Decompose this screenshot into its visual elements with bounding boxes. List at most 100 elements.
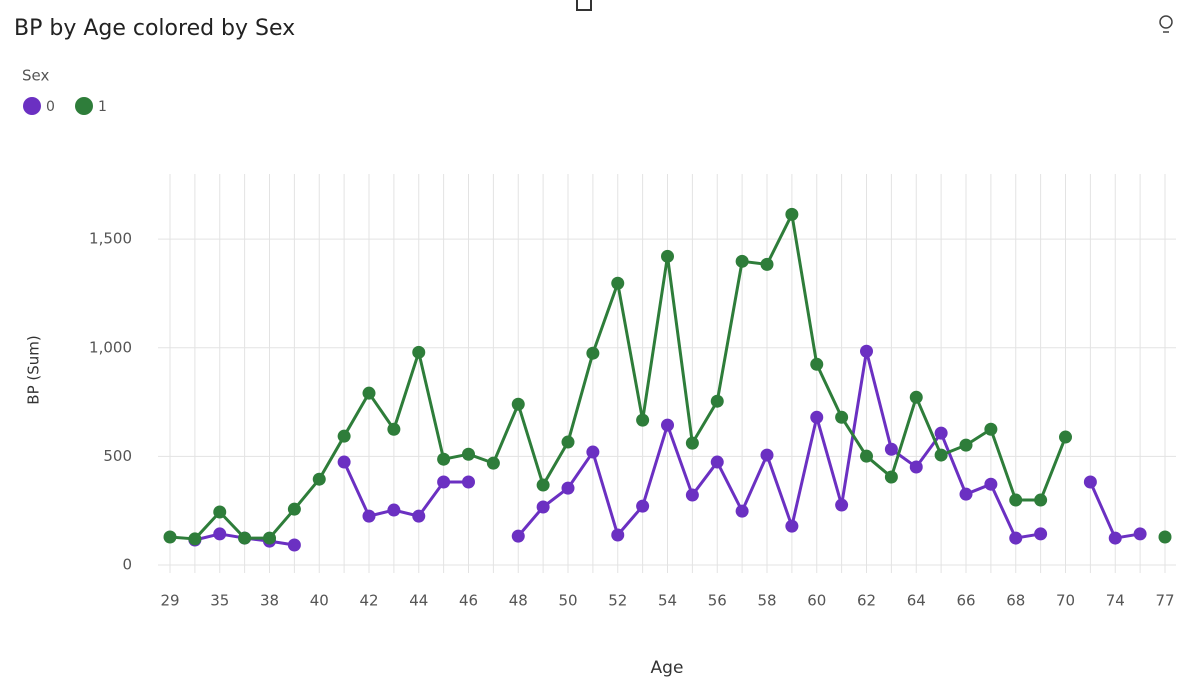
data-point	[337, 429, 351, 443]
data-point	[1009, 531, 1023, 545]
y-tick-label: 1,000	[89, 338, 132, 356]
data-point	[810, 357, 824, 371]
legend-label: 1	[98, 99, 107, 115]
data-point	[536, 500, 550, 514]
x-tick-label: 38	[260, 592, 279, 610]
data-point	[884, 442, 898, 456]
x-tick-label: 29	[160, 592, 179, 610]
data-point	[735, 504, 749, 518]
data-point	[387, 503, 401, 517]
data-point	[860, 344, 873, 358]
data-point	[213, 527, 227, 541]
data-point	[984, 422, 998, 436]
data-point	[511, 529, 525, 543]
x-tick-label: 62	[857, 592, 876, 610]
data-point	[685, 436, 699, 450]
data-point	[287, 502, 301, 516]
data-point	[188, 532, 202, 546]
y-tick-label: 0	[122, 556, 132, 574]
data-point	[1108, 531, 1122, 545]
x-tick-label: 48	[509, 592, 528, 610]
x-tick-label: 42	[359, 592, 378, 610]
data-point	[785, 519, 799, 533]
data-point	[1034, 527, 1048, 541]
data-point	[362, 386, 376, 400]
toolbar-icon[interactable]	[576, 0, 592, 11]
data-point	[710, 455, 724, 469]
data-point	[213, 505, 227, 519]
data-point	[835, 498, 849, 512]
x-tick-label: 40	[310, 592, 329, 610]
x-tick-label: 74	[1106, 592, 1125, 610]
x-tick-label: 68	[1006, 592, 1025, 610]
data-point	[934, 448, 948, 462]
data-point	[1083, 475, 1097, 489]
y-tick-label: 500	[103, 447, 132, 465]
data-point	[685, 488, 699, 502]
data-point	[1009, 493, 1023, 507]
data-point	[636, 413, 650, 427]
insight-icon[interactable]	[1159, 15, 1173, 33]
data-point	[1059, 430, 1072, 444]
x-tick-label: 70	[1056, 592, 1075, 610]
data-point	[437, 452, 451, 466]
x-tick-label: 50	[558, 592, 577, 610]
data-point	[661, 249, 674, 263]
data-point	[586, 346, 600, 360]
x-tick-label: 66	[956, 592, 975, 610]
data-point	[412, 345, 426, 359]
data-point	[1034, 493, 1048, 507]
legend-title: Sex	[22, 67, 49, 85]
legend-label: 0	[46, 99, 55, 115]
data-point	[1133, 527, 1147, 541]
x-tick-label: 35	[210, 592, 229, 610]
data-point	[536, 478, 550, 492]
x-tick-label: 77	[1155, 592, 1174, 610]
x-tick-label: 60	[807, 592, 826, 610]
data-point	[710, 394, 724, 408]
x-tick-label: 64	[907, 592, 926, 610]
data-point	[511, 397, 525, 411]
bulb[interactable]	[1159, 15, 1173, 29]
data-point	[238, 531, 252, 545]
x-tick-label: 58	[757, 592, 776, 610]
data-point	[810, 410, 824, 424]
data-point	[486, 456, 500, 470]
x-tick-label: 44	[409, 592, 428, 610]
data-point	[287, 538, 301, 552]
data-point	[984, 477, 998, 491]
data-point	[362, 509, 376, 523]
data-point	[934, 426, 948, 440]
data-point	[785, 207, 799, 221]
data-point	[412, 509, 426, 523]
data-point	[959, 487, 973, 501]
data-point	[760, 448, 774, 462]
icon-box[interactable]	[576, 0, 592, 11]
data-point	[263, 531, 276, 545]
x-tick-label: 56	[708, 592, 727, 610]
data-point	[884, 470, 898, 484]
data-point	[636, 499, 650, 513]
data-point	[163, 530, 177, 544]
data-point	[860, 449, 873, 463]
legend-swatch	[23, 97, 41, 115]
data-point	[909, 390, 923, 404]
data-point	[437, 475, 451, 489]
data-point	[959, 438, 973, 452]
data-point	[462, 447, 475, 461]
data-point	[312, 472, 326, 486]
data-point	[760, 257, 774, 271]
data-point	[1158, 530, 1172, 544]
data-point	[835, 410, 849, 424]
data-point	[661, 418, 674, 432]
data-point	[561, 435, 575, 449]
data-point	[337, 455, 351, 469]
data-point	[909, 460, 923, 474]
y-tick-label: 1,500	[89, 230, 132, 248]
x-tick-label: 46	[459, 592, 478, 610]
x-tick-label: 52	[608, 592, 627, 610]
chart-title: BP by Age colored by Sex	[14, 16, 295, 41]
data-point	[561, 481, 575, 495]
x-tick-label: 54	[658, 592, 677, 610]
